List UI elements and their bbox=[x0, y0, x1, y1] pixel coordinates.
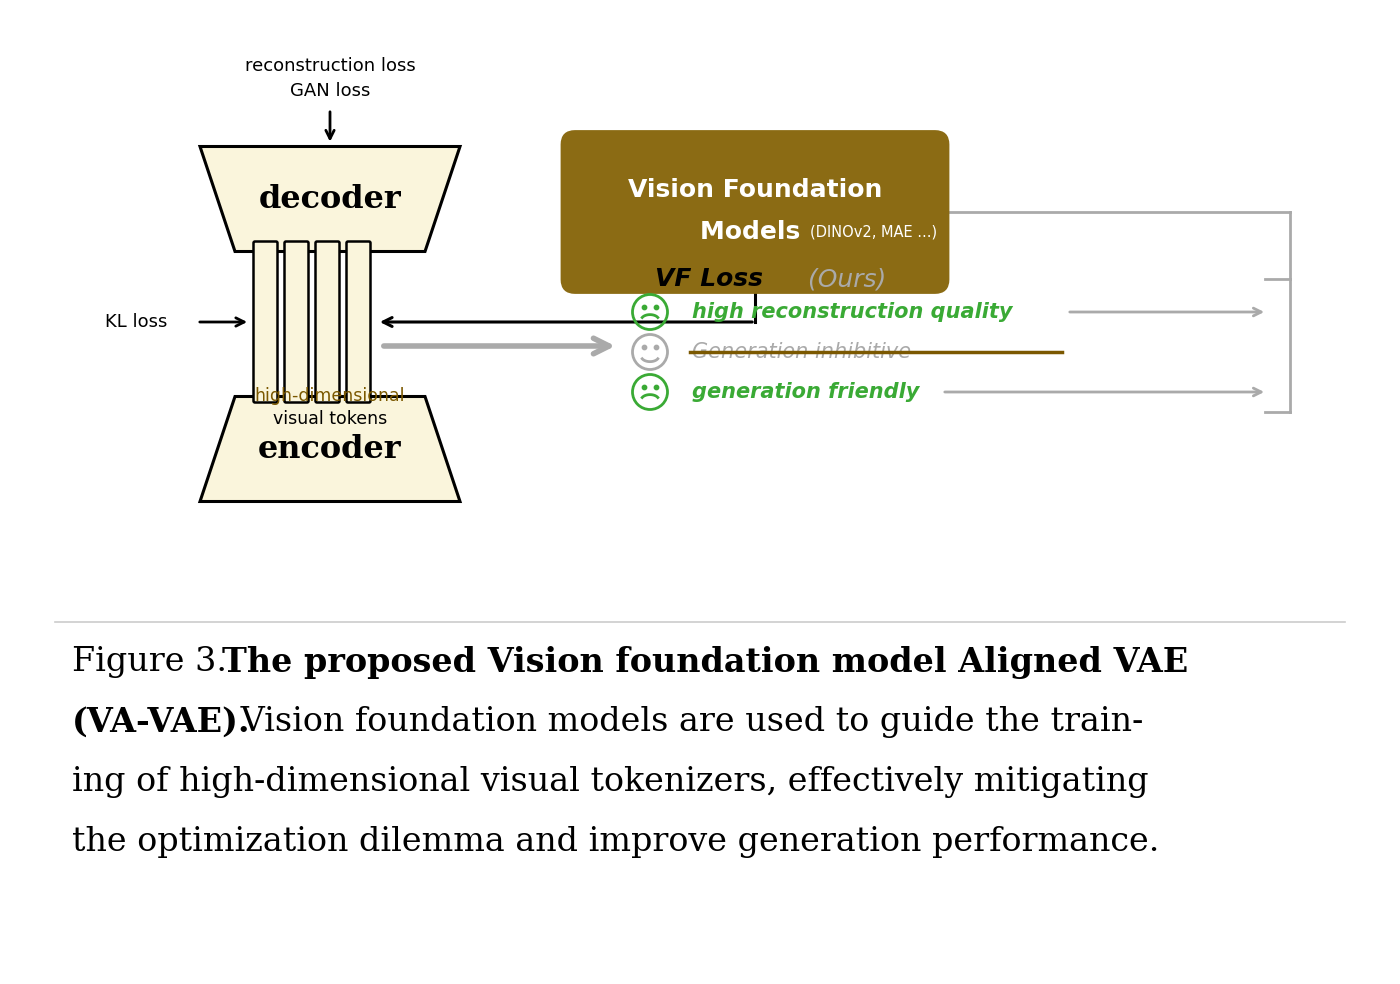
Text: (Ours): (Ours) bbox=[799, 267, 886, 291]
Polygon shape bbox=[200, 397, 461, 502]
FancyBboxPatch shape bbox=[253, 241, 277, 402]
FancyBboxPatch shape bbox=[561, 132, 948, 292]
Text: high-dimensional: high-dimensional bbox=[255, 387, 405, 405]
Text: (DINOv2, MAE ...): (DINOv2, MAE ...) bbox=[811, 224, 937, 239]
Text: Models: Models bbox=[700, 220, 809, 244]
Text: Generation inhibitive: Generation inhibitive bbox=[692, 342, 911, 362]
Text: the optimization dilemma and improve generation performance.: the optimization dilemma and improve gen… bbox=[71, 826, 1159, 858]
Text: VF Loss: VF Loss bbox=[655, 267, 763, 291]
Text: decoder: decoder bbox=[259, 183, 402, 215]
Text: reconstruction loss: reconstruction loss bbox=[245, 57, 416, 75]
Text: Vision Foundation: Vision Foundation bbox=[627, 178, 882, 202]
Text: high reconstruction quality: high reconstruction quality bbox=[692, 302, 1012, 322]
Text: (VA-VAE).: (VA-VAE). bbox=[71, 706, 251, 739]
Text: encoder: encoder bbox=[258, 434, 402, 464]
Text: GAN loss: GAN loss bbox=[290, 82, 370, 100]
Text: ing of high-dimensional visual tokenizers, effectively mitigating: ing of high-dimensional visual tokenizer… bbox=[71, 766, 1148, 798]
Text: Figure 3.: Figure 3. bbox=[71, 646, 238, 678]
Polygon shape bbox=[200, 147, 461, 252]
FancyBboxPatch shape bbox=[315, 241, 339, 402]
FancyBboxPatch shape bbox=[346, 241, 371, 402]
Text: The proposed Vision foundation model Aligned VAE: The proposed Vision foundation model Ali… bbox=[223, 646, 1189, 679]
Text: visual tokens: visual tokens bbox=[273, 410, 388, 428]
FancyBboxPatch shape bbox=[284, 241, 308, 402]
Text: Vision foundation models are used to guide the train-: Vision foundation models are used to gui… bbox=[230, 706, 1144, 738]
Text: generation friendly: generation friendly bbox=[692, 382, 920, 402]
Text: KL loss: KL loss bbox=[105, 313, 168, 331]
